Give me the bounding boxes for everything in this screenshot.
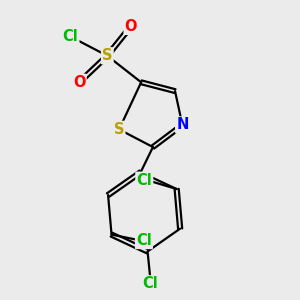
Text: Cl: Cl (136, 233, 152, 248)
Text: S: S (114, 122, 124, 137)
Text: N: N (176, 118, 189, 133)
Text: O: O (124, 19, 137, 34)
Text: Cl: Cl (136, 173, 152, 188)
Text: S: S (102, 48, 112, 63)
Text: Cl: Cl (142, 276, 158, 291)
Text: O: O (73, 75, 86, 90)
Text: Cl: Cl (63, 29, 78, 44)
